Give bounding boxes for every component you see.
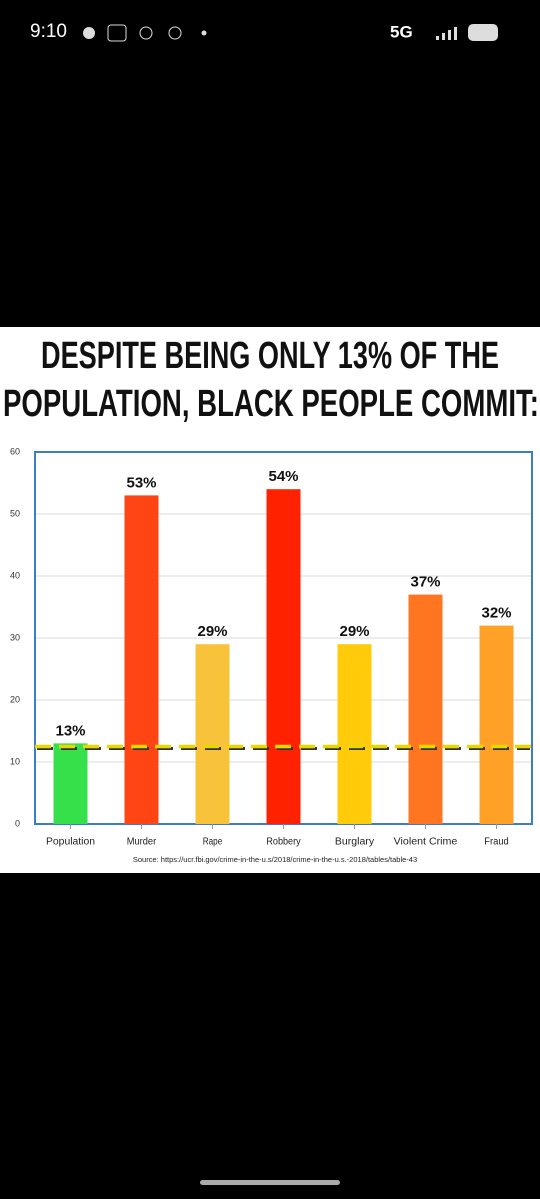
status-icon (83, 27, 95, 39)
value-label: 29% (197, 623, 227, 640)
x-tick-label: Population (46, 837, 95, 848)
status-icon (201, 30, 207, 36)
y-tick-label: 20 (10, 694, 20, 704)
y-tick-label: 30 (10, 632, 20, 642)
value-label: 54% (268, 468, 298, 485)
signal (436, 27, 457, 40)
y-tick-label: 50 (10, 508, 20, 518)
chart-title: DESPITE BEING ONLY 13% OF THE (41, 335, 499, 377)
y-tick-label: 10 (10, 756, 20, 766)
bar (266, 489, 301, 824)
x-tick-label: Rape (203, 837, 223, 848)
x-tick-label: Fraud (484, 837, 509, 848)
home-indicator (200, 1180, 340, 1185)
value-label: 53% (126, 474, 156, 491)
value-label: 13% (55, 722, 85, 739)
bar (337, 644, 372, 824)
y-tick-label: 40 (10, 570, 20, 580)
y-tick-label: 0 (15, 818, 20, 828)
status-icon (107, 24, 127, 42)
value-label: 32% (481, 605, 511, 622)
bar (124, 495, 159, 824)
battery (468, 24, 498, 41)
bar (195, 644, 230, 824)
x-tick-label: Robbery (266, 837, 300, 848)
y-tick-label: 60 (10, 446, 20, 456)
value-label: 37% (410, 574, 440, 591)
source: Source: https://ucr.fbi.gov/crime-in-the… (133, 855, 417, 864)
x-tick-label: Burglary (335, 837, 374, 848)
status-network: 5G (390, 22, 413, 41)
chart-title: POPULATION, BLACK PEOPLE COMMIT: (3, 383, 539, 425)
status-icon (139, 26, 153, 40)
bar (479, 625, 514, 824)
value-label: 29% (339, 623, 369, 640)
status-icon (168, 26, 182, 40)
x-tick-label: Murder (127, 837, 157, 848)
x-tick-label: Violent Crime (394, 837, 458, 848)
status-time: 9:10 (30, 21, 67, 42)
bar (408, 594, 443, 824)
bar (53, 743, 88, 824)
